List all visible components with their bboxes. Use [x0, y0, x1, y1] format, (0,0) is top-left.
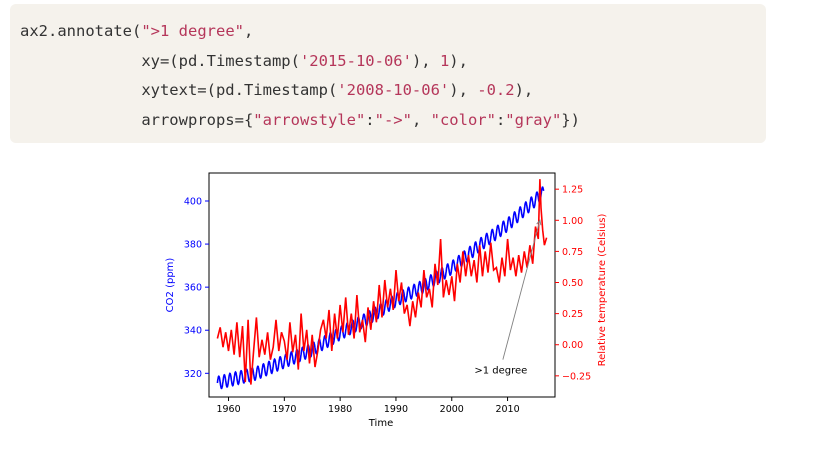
x-tick-label: 1980 — [328, 404, 352, 415]
y-right-tick-label: 0.25 — [562, 309, 583, 320]
y-left-tick-label: 400 — [184, 197, 202, 208]
code-token: , — [243, 22, 254, 40]
code-token: ), — [449, 51, 468, 70]
code-token: "arrowstyle" — [253, 110, 366, 129]
code-line-1: ax2.annotate(">1 degree", — [20, 17, 766, 47]
y-right-tick-label: 0.75 — [562, 247, 583, 258]
code-token: xytext=(pd.Timestamp( — [20, 81, 338, 99]
x-tick-label: 1990 — [384, 404, 408, 415]
x-tick-label: 2010 — [495, 404, 519, 415]
code-token: ), — [514, 81, 534, 99]
x-tick-label: 1970 — [272, 404, 296, 415]
code-lines: ax2.annotate(">1 degree", xy=(pd.Timesta… — [20, 17, 766, 135]
code-line-3: xytext=(pd.Timestamp('2008-10-06'), -0.2… — [20, 76, 766, 106]
code-token: xy=(pd.Timestamp( — [20, 51, 300, 70]
code-token: ax2.annotate( — [20, 22, 142, 40]
x-tick-label: 2000 — [440, 404, 464, 415]
y-right-tick-label: 0.00 — [562, 340, 583, 351]
code-token: ), — [411, 51, 440, 70]
y-left-tick-label: 340 — [184, 326, 202, 337]
y-left-tick-label: 320 — [184, 369, 202, 380]
code-token: : — [365, 110, 375, 129]
y-right-tick-label: −0.25 — [562, 371, 591, 382]
code-token: 1 — [439, 51, 450, 70]
y-right-tick-label: 1.25 — [562, 185, 583, 196]
code-line-2: xy=(pd.Timestamp('2015-10-06'), 1), — [20, 47, 766, 77]
y-left-axis-label: CO2 (ppm) — [165, 258, 176, 313]
y-right-tick-label: 0.50 — [562, 278, 583, 289]
temperature-series-line — [216, 179, 548, 385]
code-token: "->" — [374, 110, 412, 129]
plot-frame — [208, 172, 556, 398]
annotation-label: >1 degree — [474, 366, 527, 377]
code-token: -0.2 — [477, 81, 515, 99]
code-token: arrowprops={ — [20, 110, 254, 129]
annotation-arrowhead — [536, 219, 542, 226]
code-line-4: arrowprops={"arrowstyle":"->", "color":"… — [20, 106, 766, 136]
code-token: "color" — [430, 110, 496, 129]
code-token: ), — [449, 81, 478, 99]
y-right-tick-label: 1.00 — [562, 216, 583, 227]
co2-series-line — [216, 186, 545, 390]
code-token: '2008-10-06' — [337, 81, 450, 99]
code-token: "gray" — [505, 110, 562, 129]
x-tick-label: 1960 — [216, 404, 240, 415]
code-token: : — [495, 110, 506, 129]
code-token: , — [411, 110, 431, 129]
x-axis-label: Time — [368, 418, 393, 429]
code-token: '2015-10-06' — [299, 51, 412, 70]
y-left-tick-label: 380 — [184, 240, 202, 251]
code-token: ">1 degree" — [141, 22, 244, 40]
y-right-axis-label: Relative temperature (Celsius) — [597, 214, 608, 367]
code-cell: ax2.annotate(">1 degree", xy=(pd.Timesta… — [10, 4, 766, 143]
code-token: }) — [561, 110, 580, 129]
y-left-tick-label: 360 — [184, 283, 202, 294]
annotation-arrow — [502, 220, 541, 360]
